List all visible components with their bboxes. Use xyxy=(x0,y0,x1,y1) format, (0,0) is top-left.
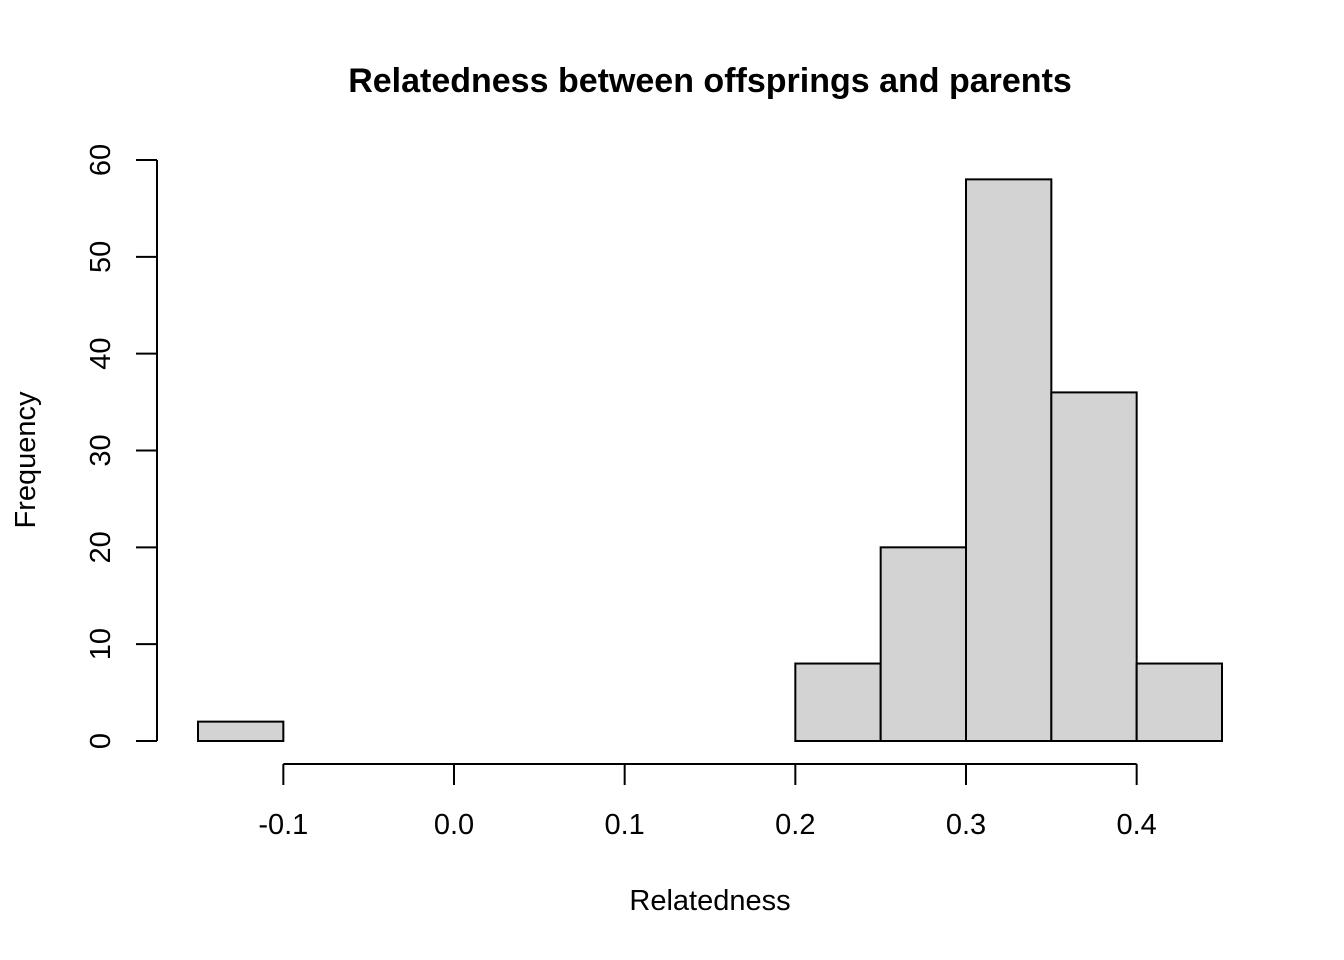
x-tick-label: -0.1 xyxy=(258,809,308,841)
y-tick-label: 10 xyxy=(85,628,117,660)
y-axis: 0 10 20 30 40 50 60 xyxy=(85,144,158,749)
x-tick-label: 0.3 xyxy=(946,809,986,841)
y-axis-label: Frequency xyxy=(10,391,42,529)
y-tick-label: 20 xyxy=(85,531,117,563)
x-tick-label: 0.4 xyxy=(1117,809,1157,841)
y-tick-label: 40 xyxy=(85,338,117,370)
x-tick-label: 0.1 xyxy=(605,809,645,841)
y-tick-label: 50 xyxy=(85,241,117,273)
histogram-bar xyxy=(197,720,285,743)
histogram-bar xyxy=(879,546,968,742)
y-tick-label: 0 xyxy=(85,733,117,749)
bars-group xyxy=(197,178,1223,743)
histogram-bar xyxy=(1135,662,1223,742)
histogram-bar xyxy=(965,178,1053,743)
x-axis-label: Relatedness xyxy=(629,885,790,917)
y-tick-label: 30 xyxy=(85,434,117,466)
x-tick-label: 0.2 xyxy=(775,809,815,841)
histogram-bar xyxy=(1050,391,1138,742)
x-tick-label: 0.0 xyxy=(434,809,474,841)
x-axis: -0.1 0.0 0.1 0.2 0.3 0.4 xyxy=(258,763,1157,841)
histogram-bar xyxy=(794,662,882,742)
chart-title: Relatedness between offsprings and paren… xyxy=(348,62,1072,100)
y-tick-label: 60 xyxy=(85,144,117,176)
